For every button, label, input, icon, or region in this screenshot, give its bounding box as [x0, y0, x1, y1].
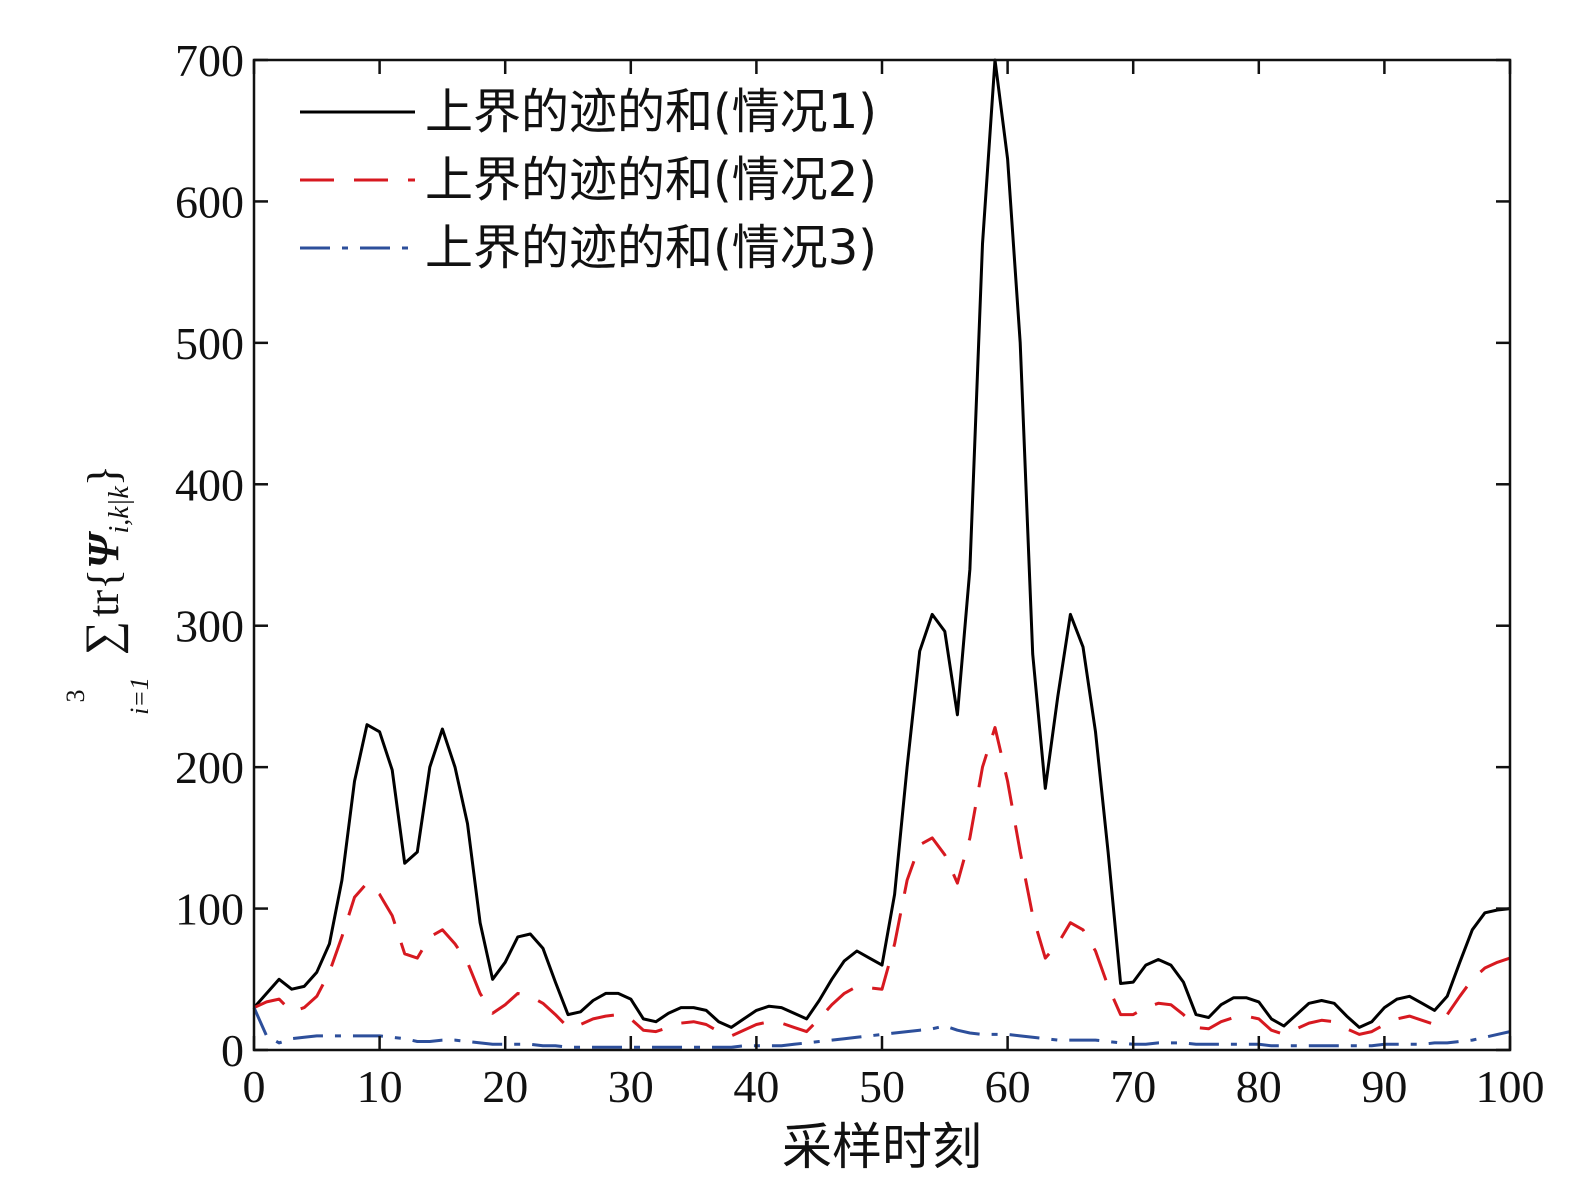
y-axis-upper-limit: 3 [61, 690, 90, 703]
y-axis-subscript: i,k|k [104, 486, 135, 534]
y-tick-label: 400 [175, 459, 244, 510]
x-tick-label: 60 [985, 1061, 1031, 1112]
legend-label-3: 上界的迹的和(情况3) [425, 220, 877, 276]
legend-label-1: 上界的迹的和(情况1) [425, 84, 877, 140]
y-axis-operator: tr{ [79, 569, 128, 617]
x-tick-label: 90 [1361, 1061, 1407, 1112]
y-tick-label: 700 [175, 35, 244, 86]
x-tick-label: 0 [243, 1061, 266, 1112]
x-tick-label: 100 [1476, 1061, 1545, 1112]
y-tick-label: 500 [175, 318, 244, 369]
x-tick-label: 30 [608, 1061, 654, 1112]
legend: 上界的迹的和(情况1) 上界的迹的和(情况2) 上界的迹的和(情况3) [300, 84, 877, 276]
y-axis-title: ∑ tr{Ψi,k|k} 3 i=1 [61, 465, 154, 715]
legend-label-2: 上界的迹的和(情况2) [425, 152, 877, 208]
y-tick-label: 300 [175, 601, 244, 652]
y-axis-lower-limit: i=1 [125, 677, 154, 715]
x-tick-label: 50 [859, 1061, 905, 1112]
x-tick-label: 70 [1110, 1061, 1156, 1112]
ticks-layer [252, 58, 1512, 1052]
y-tick-label: 0 [221, 1025, 244, 1076]
x-tick-label: 10 [357, 1061, 403, 1112]
x-tick-label: 20 [482, 1061, 528, 1112]
y-axis-closing: } [79, 465, 128, 486]
y-tick-label: 200 [175, 742, 244, 793]
y-axis-symbol: Ψ [79, 531, 128, 569]
series-line-2 [253, 726, 1511, 1038]
tick-labels-layer: 0 10 20 30 40 50 60 70 80 90 100 0 100 200 300 400 500 60… [175, 35, 1545, 1112]
series-layer [252, 58, 1511, 1049]
y-axis-sum-symbol: ∑ [76, 621, 129, 655]
x-axis-title: 采样时刻 [782, 1118, 982, 1176]
y-axis-title-text: ∑ tr{Ψi,k|k} [76, 465, 135, 655]
y-tick-label: 100 [175, 884, 244, 935]
x-tick-label: 80 [1236, 1061, 1282, 1112]
y-tick-label: 600 [175, 176, 244, 227]
series-line-1 [252, 58, 1511, 1029]
x-tick-label: 40 [733, 1061, 779, 1112]
